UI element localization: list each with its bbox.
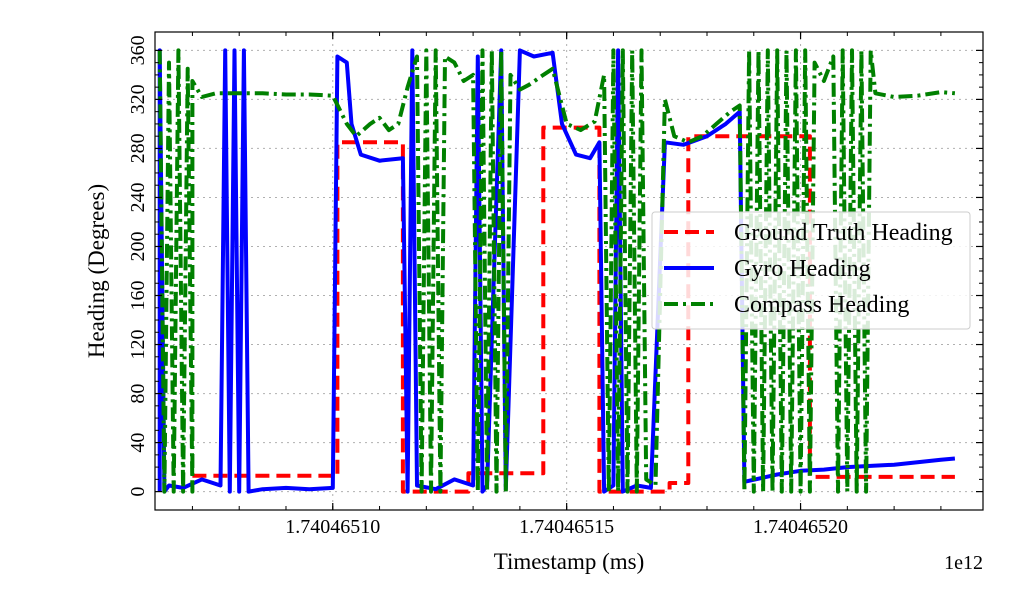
legend: Ground Truth Heading Gyro Heading Compass … xyxy=(651,211,971,330)
y-tick-label: 80 xyxy=(127,384,149,404)
y-tick-label: 360 xyxy=(127,35,149,65)
x-tick-label: 1.74046510 xyxy=(285,516,380,538)
axis-ticks: 0 40 80 120 160 200 240 280 320 360 1.74046510 1.74… xyxy=(127,32,983,538)
y-tick-label: 120 xyxy=(127,330,149,360)
legend-box xyxy=(651,211,971,330)
legend-label-1: Gyro Heading xyxy=(734,256,871,282)
x-axis-offset-label: 1e12 xyxy=(944,552,983,574)
grid-lines xyxy=(155,32,983,510)
legend-label-0: Ground Truth Heading xyxy=(734,220,953,246)
y-tick-label: 320 xyxy=(127,84,149,114)
y-tick-label: 160 xyxy=(127,281,149,311)
series-line-2 xyxy=(157,48,956,494)
y-axis-title: Heading (Degrees) xyxy=(84,184,109,358)
series-line-1 xyxy=(157,48,956,494)
x-tick-label: 1.74046515 xyxy=(519,516,614,538)
series-lines xyxy=(157,48,956,494)
series-line-0 xyxy=(192,125,955,494)
x-axis-title: Timestamp (ms) xyxy=(494,549,645,574)
legend-label-2: Compass Heading xyxy=(734,292,909,318)
y-tick-label: 280 xyxy=(127,133,149,163)
y-tick-label: 0 xyxy=(127,487,149,497)
x-tick-label: 1.74046520 xyxy=(753,516,848,538)
y-tick-label: 40 xyxy=(127,433,149,453)
y-tick-label: 240 xyxy=(127,182,149,212)
y-tick-label: 200 xyxy=(127,231,149,261)
